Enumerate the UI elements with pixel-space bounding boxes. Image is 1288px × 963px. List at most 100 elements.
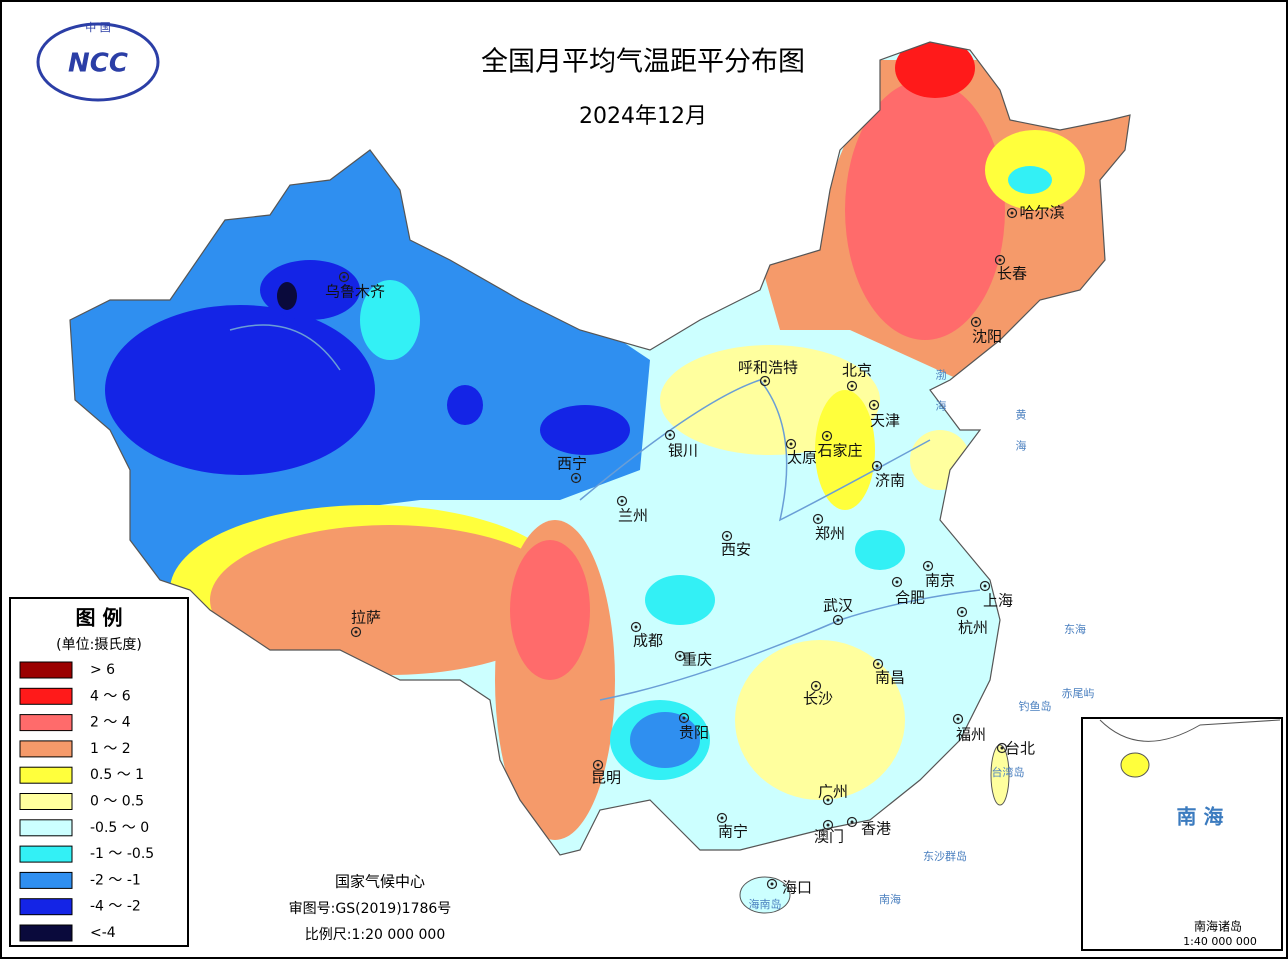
city-label: 南宁 xyxy=(718,823,748,841)
legend-unit: (单位:摄氏度) xyxy=(56,637,142,653)
place-label: 台湾岛 xyxy=(992,765,1025,779)
city-label: 济南 xyxy=(875,472,905,490)
place-label: 南海 xyxy=(879,892,901,906)
place-label: 黄海 xyxy=(1014,408,1027,471)
city-marker xyxy=(630,621,642,633)
subtitle: 2024年12月 xyxy=(579,104,707,129)
city-marker-dot xyxy=(620,499,624,503)
city-marker xyxy=(766,878,778,890)
city-label: 呼和浩特 xyxy=(738,359,798,377)
city-marker xyxy=(846,380,858,392)
city-label: 郑州 xyxy=(815,525,845,543)
legend-label: 2 ～ 4 xyxy=(90,715,131,731)
place-label: 海南岛 xyxy=(749,897,782,911)
city-marker xyxy=(759,375,771,387)
city-marker xyxy=(664,429,676,441)
city-marker-dot xyxy=(850,384,854,388)
place-label: 钓鱼岛 xyxy=(1019,699,1052,713)
city-marker xyxy=(810,680,822,692)
city-marker-dot xyxy=(872,403,876,407)
city-label: 上海 xyxy=(983,592,1013,610)
city-marker xyxy=(970,316,982,328)
city-label: 太原 xyxy=(787,449,817,467)
city-label: 银川 xyxy=(668,442,698,460)
city-label: 贵阳 xyxy=(679,724,709,742)
city-label: 澳门 xyxy=(814,828,844,846)
city-marker-dot xyxy=(983,584,987,588)
city-marker xyxy=(716,812,728,824)
city-marker-dot xyxy=(354,630,358,634)
legend-label: > 6 xyxy=(90,662,115,678)
logo-text: 中 国 xyxy=(85,21,111,34)
legend-title: 图 例 xyxy=(76,606,123,630)
city-marker xyxy=(956,606,968,618)
city-marker-dot xyxy=(682,716,686,720)
city-label: 乌鲁木齐 xyxy=(325,283,385,301)
legend-label: 4 ～ 6 xyxy=(90,688,131,704)
city-label: 西宁 xyxy=(557,455,587,473)
legend-swatch xyxy=(19,661,73,679)
field xyxy=(277,282,297,310)
city-marker xyxy=(822,794,834,806)
legend-label: 0.5 ～ 1 xyxy=(90,767,144,783)
field xyxy=(845,80,1005,340)
city-label: 长春 xyxy=(997,265,1027,283)
city-marker-dot xyxy=(875,464,879,468)
city-marker xyxy=(821,430,833,442)
field xyxy=(815,390,875,510)
legend-label: -2 ～ -1 xyxy=(90,872,141,888)
legend-swatch xyxy=(19,871,73,889)
city-marker-dot xyxy=(814,684,818,688)
city-marker-dot xyxy=(678,654,682,658)
legend-swatch xyxy=(19,793,73,810)
city-label: 成都 xyxy=(633,632,663,650)
place-label: 渤海 xyxy=(934,369,947,431)
inset-scale: 1:40 000 000 xyxy=(1183,935,1257,948)
city-label: 兰州 xyxy=(618,507,648,525)
city-label: 长沙 xyxy=(803,690,833,708)
city-marker-dot xyxy=(836,618,840,622)
legend-label: -0.5 ～ 0 xyxy=(90,820,149,836)
field xyxy=(895,42,975,98)
field xyxy=(447,385,483,425)
city-label: 沈阳 xyxy=(972,328,1002,346)
rivers xyxy=(229,324,981,701)
city-marker xyxy=(871,460,883,472)
place-label: 东海 xyxy=(1064,622,1086,636)
legend-swatch xyxy=(19,845,73,863)
footer-org: 国家气候中心 xyxy=(335,873,425,891)
field xyxy=(540,405,630,455)
city-marker-dot xyxy=(1000,746,1004,750)
city-label: 哈尔滨 xyxy=(1019,204,1064,222)
field xyxy=(105,305,375,475)
city-marker xyxy=(592,759,604,771)
city-label: 石家庄 xyxy=(817,442,862,460)
city-marker-dot xyxy=(342,275,346,279)
city-marker xyxy=(832,614,844,626)
inset-title: 南 海 xyxy=(1177,805,1224,829)
city-marker-dot xyxy=(825,434,829,438)
city-marker-dot xyxy=(720,816,724,820)
city-label: 天津 xyxy=(870,412,900,430)
place-label: 赤尾屿 xyxy=(1062,687,1095,700)
city-marker-dot xyxy=(634,625,638,629)
city-label: 广州 xyxy=(818,783,848,801)
field xyxy=(630,712,700,768)
legend-swatch xyxy=(19,766,73,784)
field xyxy=(1008,166,1052,194)
field xyxy=(855,530,905,570)
city-marker-dot xyxy=(876,662,880,666)
city-marker xyxy=(994,254,1006,266)
city-marker-dot xyxy=(960,610,964,614)
legend-label: -4 ～ -2 xyxy=(90,899,141,915)
field xyxy=(645,575,715,625)
legend-swatch xyxy=(19,714,73,732)
city-marker-dot xyxy=(574,476,578,480)
city-label: 合肥 xyxy=(895,589,925,607)
field xyxy=(510,540,590,680)
city-marker xyxy=(846,816,858,828)
